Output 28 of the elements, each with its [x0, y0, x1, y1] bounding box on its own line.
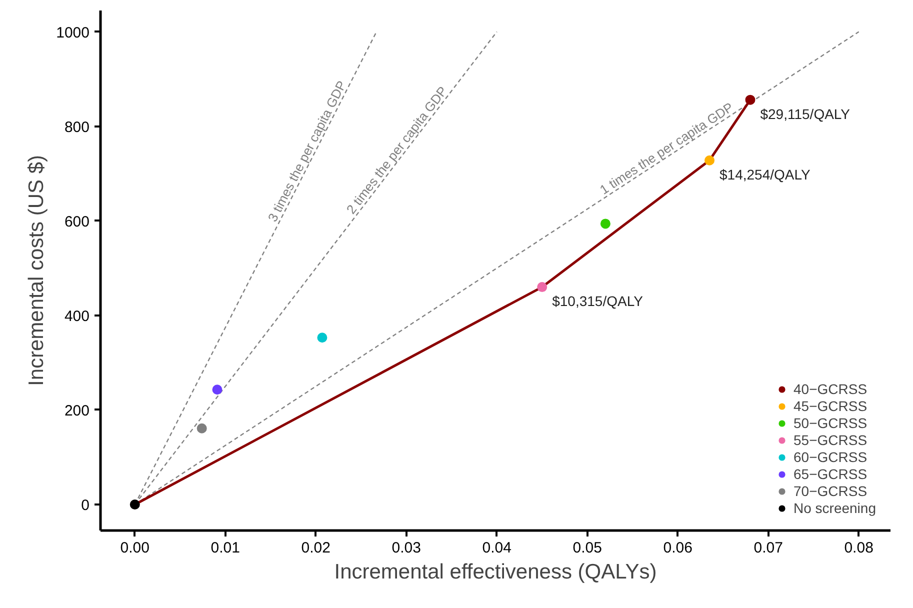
y-tick-label: 600	[64, 213, 90, 230]
y-tick-label: 800	[64, 118, 90, 136]
x-tick-label: 0.02	[301, 540, 330, 556]
legend-label: No screening	[794, 500, 876, 516]
x-tick-label: 0.03	[392, 540, 421, 556]
y-tick-label: 1000	[56, 24, 90, 42]
y-tick-label: 200	[64, 402, 90, 420]
x-tick-label: 0.01	[210, 540, 240, 556]
legend-label: 45−GCRSS	[794, 398, 868, 414]
x-tick-label: 0.04	[482, 540, 512, 556]
legend-label: 40−GCRSS	[794, 381, 868, 397]
x-axis-title: Incremental effectiveness (QALYs)	[334, 560, 657, 584]
legend-label: 50−GCRSS	[794, 415, 868, 431]
legend-label: 65−GCRSS	[794, 466, 868, 482]
legend-label: 60−GCRSS	[794, 449, 868, 465]
y-tick-label: 400	[64, 308, 90, 325]
annotation: $14,254/QALY	[720, 166, 811, 182]
y-tick-label: 0	[81, 497, 90, 514]
annotation: $29,115/QALY	[760, 106, 851, 122]
y-axis-title: Incremental costs (US $)	[25, 154, 48, 386]
x-tick-label: 0.08	[844, 540, 874, 556]
x-tick-label: 0.06	[663, 540, 692, 556]
x-tick-label: 0.07	[754, 540, 783, 556]
x-tick-label: 0.00	[120, 540, 150, 556]
x-tick-label: 0.05	[572, 540, 602, 556]
legend-label: 55−GCRSS	[794, 432, 868, 448]
legend-label: 70−GCRSS	[794, 483, 868, 499]
annotation: $10,315/QALY	[552, 293, 644, 310]
